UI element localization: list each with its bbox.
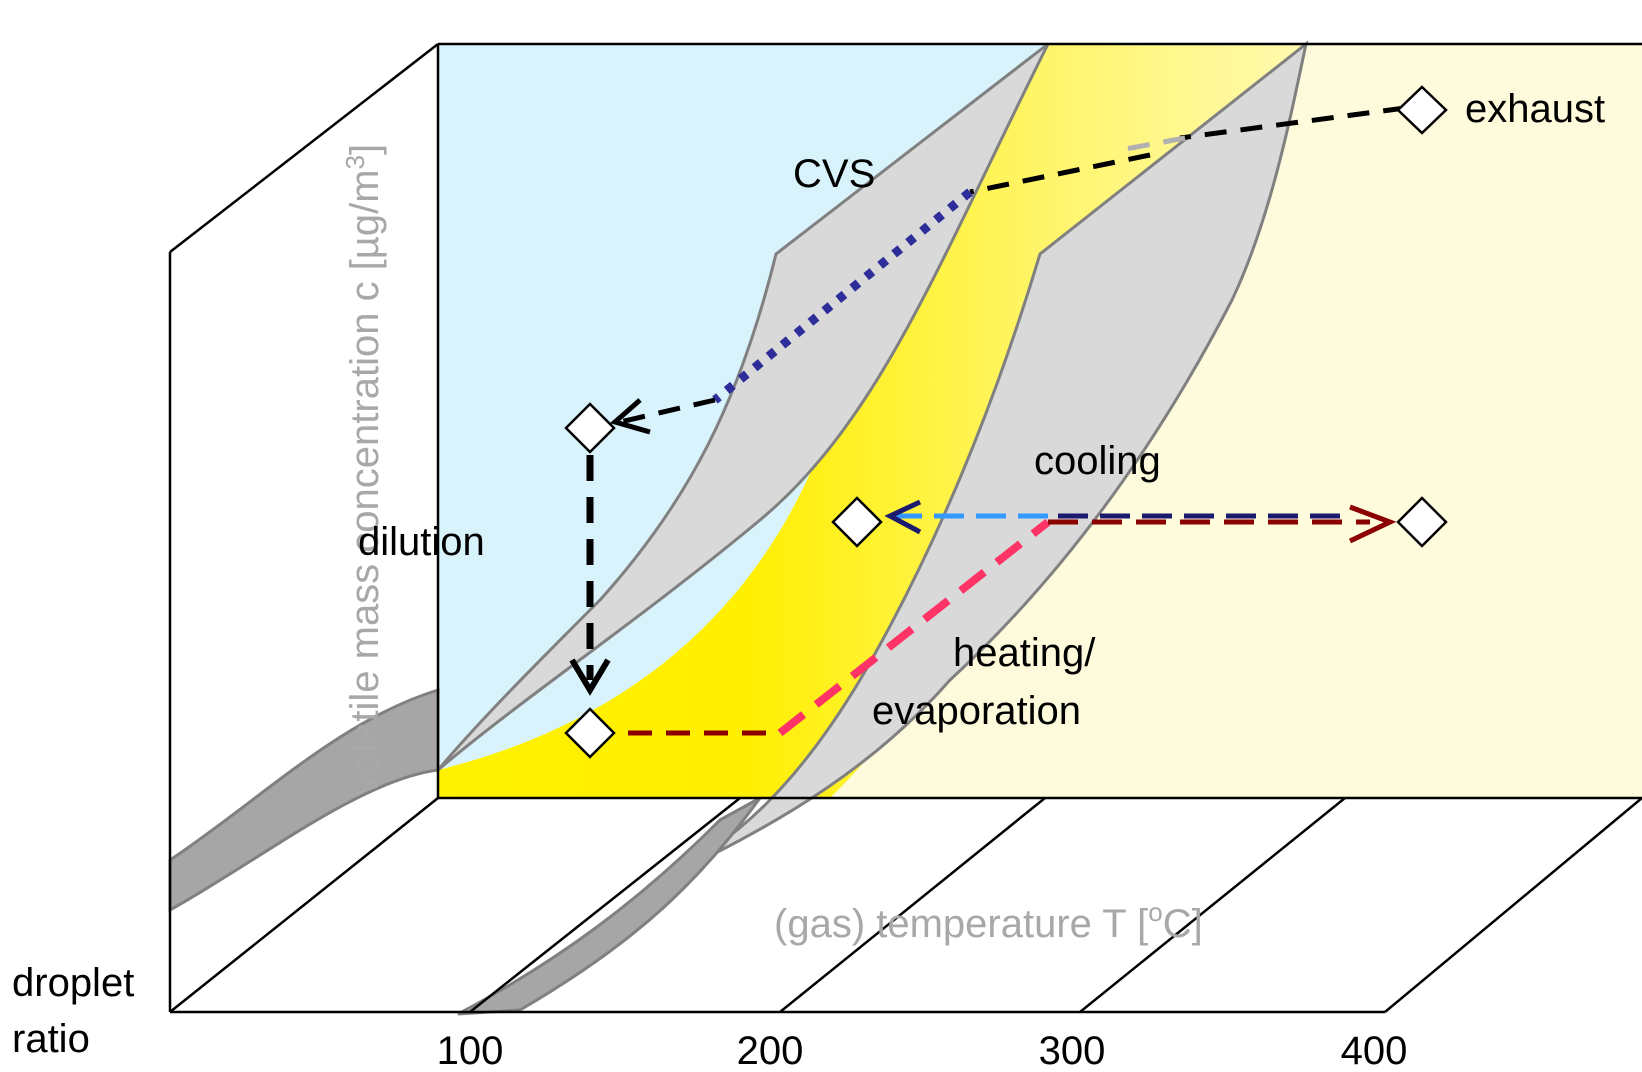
arrow-head-dilution-start bbox=[609, 398, 651, 435]
x-axis-label: (gas) temperature T [oC] bbox=[774, 897, 1203, 946]
label-heating-line2: evaporation bbox=[872, 689, 1081, 733]
path-cvs-dotted bbox=[712, 188, 973, 404]
path-exhaust-grey-segment bbox=[1119, 135, 1186, 153]
z-axis-label-line2: ratio bbox=[12, 1017, 90, 1061]
arrow-head-dilution bbox=[569, 658, 611, 696]
left-surface bbox=[436, 42, 1050, 772]
arrow-head-heating bbox=[1348, 504, 1397, 544]
label-exhaust: exhaust bbox=[1465, 87, 1605, 131]
path-to-dilution-start bbox=[619, 397, 716, 425]
label-cvs: CVS bbox=[793, 152, 875, 196]
arrow-head-cooling bbox=[884, 499, 922, 535]
left-surface-front bbox=[168, 687, 440, 913]
x-tick-100: 100 bbox=[437, 1029, 504, 1072]
right-surface-front bbox=[457, 796, 762, 1016]
state-marker-heating-end bbox=[1396, 496, 1448, 548]
y-axis-label: volatile mass concentration c [µg/m3] bbox=[340, 144, 387, 795]
z-axis-label-line1: droplet bbox=[12, 961, 134, 1005]
path-exhaust-to-cvs bbox=[1179, 105, 1406, 141]
x-tick-300: 300 bbox=[1039, 1029, 1106, 1072]
state-marker-dilution-start bbox=[564, 402, 616, 454]
state-marker-exhaust bbox=[1396, 85, 1448, 135]
state-marker-dilution-end bbox=[564, 707, 616, 759]
state-marker-cooling-end bbox=[831, 496, 883, 548]
label-cooling: cooling bbox=[1034, 439, 1161, 483]
x-tick-400: 400 bbox=[1341, 1029, 1408, 1072]
path-cvs-segment bbox=[969, 152, 1151, 195]
box-frame bbox=[168, 42, 1642, 1014]
label-dilution: dilution bbox=[358, 520, 485, 564]
label-heating-line1: heating/ bbox=[953, 631, 1096, 675]
path-heating bbox=[777, 518, 1051, 737]
x-tick-200: 200 bbox=[737, 1029, 804, 1072]
process-paths bbox=[569, 105, 1406, 737]
state-markers bbox=[564, 85, 1448, 759]
